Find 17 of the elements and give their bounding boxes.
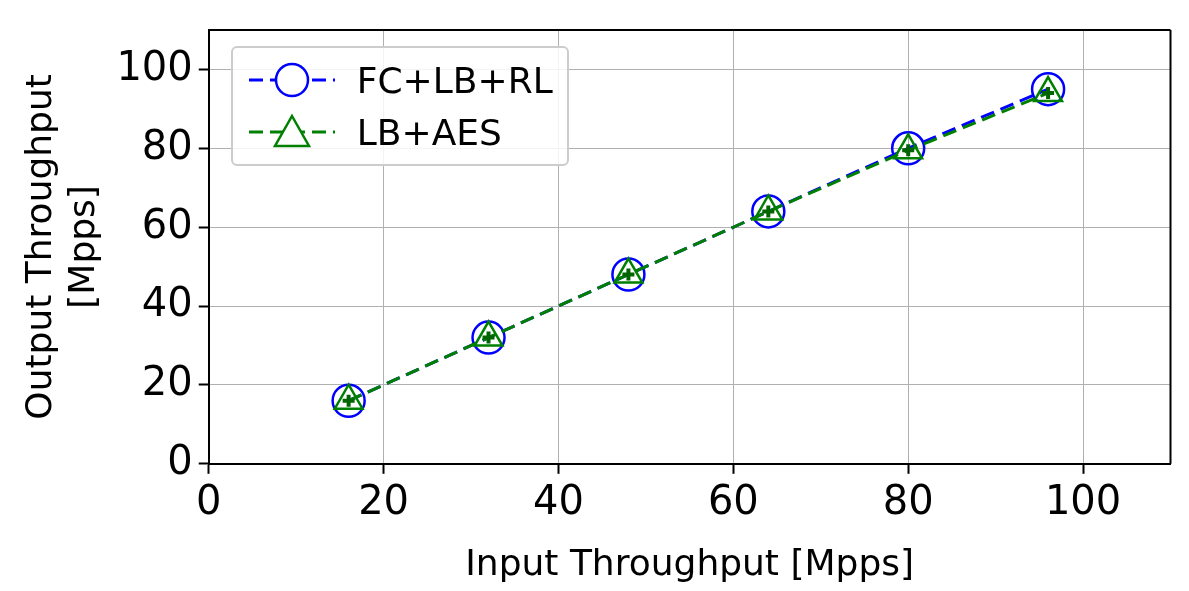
y-tick-label: 80 <box>141 121 193 168</box>
x-tick-label: 0 <box>196 477 222 524</box>
y-tick-label: 60 <box>141 200 193 247</box>
y-tick-label: 0 <box>167 437 193 484</box>
x-tick-label: 80 <box>882 477 934 524</box>
x-axis-title: Input Throughput [Mpps] <box>465 541 915 583</box>
x-tick-label: 40 <box>533 477 584 524</box>
y-tick-label: 20 <box>141 358 193 405</box>
x-tick-label: 20 <box>358 477 410 524</box>
x-tick-label: 60 <box>707 477 759 524</box>
point <box>331 383 366 418</box>
legend-label: FC+LB+RL <box>356 59 553 101</box>
y-tick-label: 40 <box>141 279 193 326</box>
legend-label: LB+AES <box>356 111 502 153</box>
y-tick-label: 100 <box>116 42 193 89</box>
y-axis-title: Output Throughput [Mpps] <box>17 74 103 420</box>
x-tick-label: 100 <box>1044 477 1122 524</box>
